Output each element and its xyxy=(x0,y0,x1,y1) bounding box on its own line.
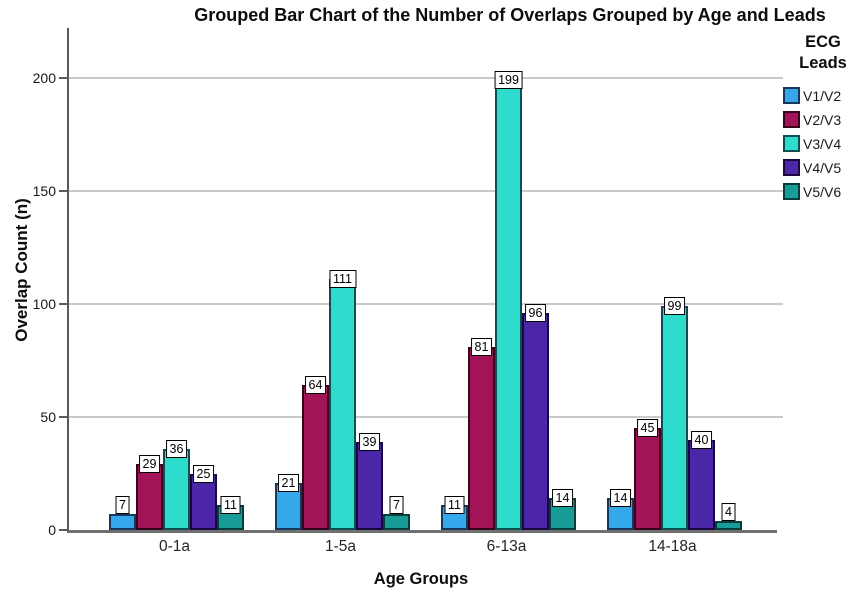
bar-value-label: 11 xyxy=(220,496,241,514)
legend-swatch-icon xyxy=(783,159,800,176)
x-category-label-14-18a: 14-18a xyxy=(648,538,697,555)
legend-swatch-icon xyxy=(783,135,800,152)
bar-V1V2-6-13a: 11 xyxy=(441,496,468,530)
gridline-50 xyxy=(69,416,783,418)
legend-label: V1/V2 xyxy=(803,87,842,104)
legend-title: ECG Leads xyxy=(783,32,863,74)
bar-V5V6-1-5a: 7 xyxy=(383,496,410,530)
x-category-label-0-1a: 0-1a xyxy=(158,538,191,555)
bar-value-label: 39 xyxy=(358,433,381,451)
bar-V4V5-14-18a: 40 xyxy=(688,431,715,530)
legend: ECG Leads V1/V2 V2/V3 V3/V4 V4/V5 V5/V6 xyxy=(783,32,863,207)
bar-V1V2-0-1a: 7 xyxy=(109,496,136,530)
bar-value-label: 199 xyxy=(494,71,523,89)
legend-label: V4/V5 xyxy=(803,159,842,176)
legend-entry-V4V5: V4/V5 xyxy=(783,159,863,176)
y-tick-mark-50 xyxy=(59,416,67,418)
bar-V2V3-6-13a: 81 xyxy=(468,338,495,530)
bar-V1V2-1-5a: 21 xyxy=(275,474,302,530)
bar-value-label: 96 xyxy=(524,304,547,322)
bar-V3V4-6-13a: 199 xyxy=(494,71,523,530)
bar-V3V4-1-5a: 111 xyxy=(328,270,357,530)
bar-value-label: 36 xyxy=(165,440,188,458)
bar-value-label: 21 xyxy=(277,474,300,492)
legend-entry-V2V3: V2/V3 xyxy=(783,111,863,128)
bar-V5V6-6-13a: 14 xyxy=(549,489,576,530)
bar-value-label: 7 xyxy=(389,496,404,514)
legend-entry-V5V6: V5/V6 xyxy=(783,183,863,200)
legend-title-line1: ECG xyxy=(805,33,841,51)
bar-value-label: 11 xyxy=(444,496,465,514)
y-tick-label-200: 200 xyxy=(32,70,56,86)
legend-title-line2: Leads xyxy=(799,54,847,72)
bar-value-label: 7 xyxy=(115,496,130,514)
bar-V4V5-6-13a: 96 xyxy=(522,304,549,530)
bar-value-label: 4 xyxy=(721,503,736,521)
y-tick-label-50: 50 xyxy=(40,409,56,425)
bar-V2V3-0-1a: 29 xyxy=(136,455,163,530)
bar-V4V5-1-5a: 39 xyxy=(356,433,383,530)
legend-entry-V1V2: V1/V2 xyxy=(783,87,863,104)
bar-value-label: 111 xyxy=(328,270,357,288)
legend-entry-V3V4: V3/V4 xyxy=(783,135,863,152)
legend-swatch-icon xyxy=(783,183,800,200)
gridline-100 xyxy=(69,303,783,305)
legend-entries: V1/V2 V2/V3 V3/V4 V4/V5 V5/V6 xyxy=(783,87,863,200)
bar-V5V6-14-18a: 4 xyxy=(715,503,742,530)
bar-V3V4-0-1a: 36 xyxy=(163,440,190,530)
legend-swatch-icon xyxy=(783,111,800,128)
y-tick-mark-200 xyxy=(59,77,67,79)
bar-value-label: 14 xyxy=(609,489,632,507)
plot-area: 7 29 36 25 11 21 64 111 39 7 11 81 199 96 14 14 45 99 40 4 xyxy=(67,28,783,533)
bar-group-0-1a: 7 29 36 25 11 xyxy=(109,440,244,530)
bar-value-label: 64 xyxy=(304,376,327,394)
gridline-200 xyxy=(69,77,783,79)
bar-V2V3-1-5a: 64 xyxy=(302,376,329,530)
bar-value-label: 29 xyxy=(138,455,161,473)
bar-value-label: 40 xyxy=(690,431,713,449)
bar-value-label: 25 xyxy=(192,465,215,483)
x-category-label-6-13a: 6-13a xyxy=(486,538,527,555)
bar-groups: 7 29 36 25 11 21 64 111 39 7 11 81 199 96 14 14 45 99 40 4 xyxy=(69,28,777,530)
bar-value-label: 45 xyxy=(636,419,659,437)
gridline-150 xyxy=(69,190,783,192)
y-tick-mark-150 xyxy=(59,190,67,192)
bar-V1V2-14-18a: 14 xyxy=(607,489,634,530)
bar-value-label: 99 xyxy=(663,297,686,315)
y-tick-mark-0 xyxy=(59,529,67,531)
chart-title: Grouped Bar Chart of the Number of Overl… xyxy=(194,5,826,25)
bar-group-14-18a: 14 45 99 40 4 xyxy=(607,297,742,530)
bar-V4V5-0-1a: 25 xyxy=(190,465,217,530)
bar-V3V4-14-18a: 99 xyxy=(661,297,688,530)
y-tick-label-0: 0 xyxy=(48,522,56,538)
y-tick-mark-100 xyxy=(59,303,67,305)
y-tick-label-150: 150 xyxy=(32,183,56,199)
bar-value-label: 81 xyxy=(470,338,493,356)
bar-value-label: 14 xyxy=(551,489,574,507)
legend-label: V5/V6 xyxy=(803,183,842,200)
x-axis-title: Age Groups xyxy=(373,570,469,588)
bar-V5V6-0-1a: 11 xyxy=(217,496,244,530)
legend-swatch-icon xyxy=(783,87,800,104)
x-category-label-1-5a: 1-5a xyxy=(324,538,357,555)
bar-V2V3-14-18a: 45 xyxy=(634,419,661,530)
legend-label: V2/V3 xyxy=(803,111,842,128)
y-axis-title: Overlap Count (n) xyxy=(12,198,31,342)
bar-group-6-13a: 11 81 199 96 14 xyxy=(441,71,576,530)
x-axis-category-labels: 0-1a 1-5a 6-13a 14-18a xyxy=(67,538,775,556)
y-tick-label-100: 100 xyxy=(32,296,56,312)
bar-group-1-5a: 21 64 111 39 7 xyxy=(275,270,410,530)
legend-label: V3/V4 xyxy=(803,135,842,152)
